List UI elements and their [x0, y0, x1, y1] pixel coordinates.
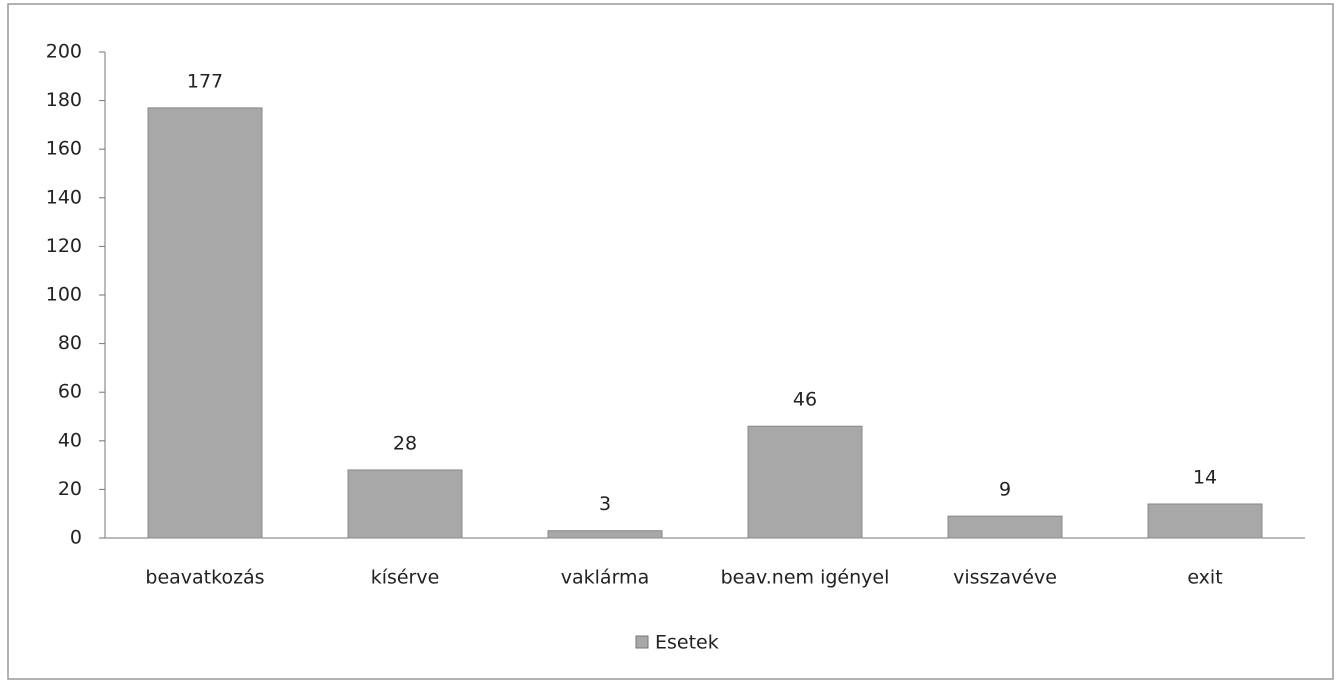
bar [947, 515, 1063, 539]
x-tick-label: vaklárma [561, 567, 649, 589]
bar [747, 425, 863, 539]
y-tick-label: 80 [58, 332, 82, 354]
data-label: 46 [793, 389, 817, 411]
legend-swatch [635, 635, 649, 649]
x-tick-label: beavatkozás [145, 567, 264, 589]
y-tick-label: 200 [46, 41, 82, 63]
y-tick-label: 100 [46, 284, 82, 306]
bar [147, 107, 263, 539]
data-label: 3 [599, 493, 611, 515]
bar [1147, 503, 1263, 539]
y-tick-label: 0 [70, 527, 82, 549]
x-tick-label: beav.nem igényel [721, 567, 890, 589]
y-tick-label: 140 [46, 186, 82, 208]
legend-label: Esetek [655, 632, 719, 654]
x-tick-label: visszavéve [953, 567, 1057, 589]
bar [547, 530, 663, 539]
x-tick-label: kísérve [371, 567, 440, 589]
y-tick-label: 160 [46, 138, 82, 160]
data-label: 14 [1193, 466, 1217, 488]
y-tick-label: 60 [58, 381, 82, 403]
data-label: 28 [393, 432, 417, 454]
x-tick-label: exit [1187, 567, 1222, 589]
data-label: 9 [999, 479, 1011, 501]
y-tick-label: 120 [46, 235, 82, 257]
bar [347, 469, 463, 539]
y-tick-label: 40 [58, 429, 82, 451]
data-label: 177 [187, 70, 223, 92]
y-tick-label: 180 [46, 89, 82, 111]
y-tick-label: 20 [58, 478, 82, 500]
